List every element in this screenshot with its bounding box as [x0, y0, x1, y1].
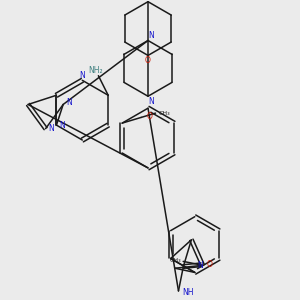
- Text: O: O: [206, 260, 212, 269]
- Text: NH: NH: [183, 288, 194, 297]
- Text: N: N: [197, 261, 203, 270]
- Text: O: O: [146, 112, 152, 121]
- Text: CH₃: CH₃: [159, 111, 170, 116]
- Text: N: N: [148, 31, 154, 40]
- Text: N: N: [148, 97, 154, 106]
- Text: N: N: [49, 124, 55, 133]
- Text: N: N: [80, 71, 85, 80]
- Text: CH₃: CH₃: [169, 258, 181, 263]
- Text: N: N: [66, 98, 72, 107]
- Text: O: O: [145, 56, 151, 65]
- Text: N: N: [60, 121, 65, 130]
- Text: NH₂: NH₂: [88, 66, 103, 75]
